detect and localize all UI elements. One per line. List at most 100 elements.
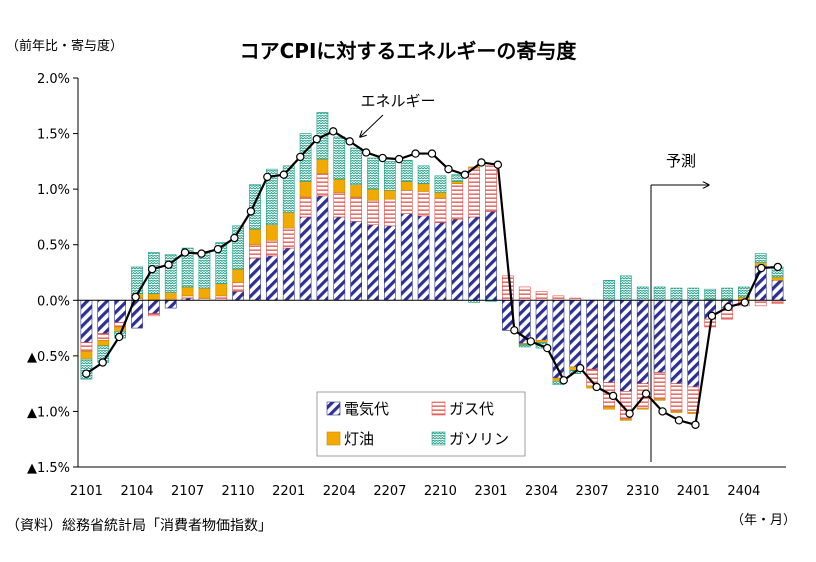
total-marker [510, 326, 519, 335]
y-tick-label: 2.0% [37, 72, 70, 87]
bar-electricity [569, 299, 582, 368]
y-axis-unit-label: （前年比・寄与度） [6, 38, 123, 54]
total-marker [98, 358, 107, 367]
bar-gasoline [367, 157, 379, 190]
bar-gasoline [215, 242, 228, 284]
x-axis-unit-label: （年・月） [731, 513, 796, 528]
bar-kerosene [299, 181, 312, 198]
x-tick-label: 2304 [525, 484, 558, 499]
x-tick-label: 2301 [474, 484, 507, 499]
bar-gasoline [653, 286, 666, 301]
bar-kerosene [333, 178, 346, 193]
bar-gas [754, 299, 767, 307]
bar-gas [316, 173, 329, 197]
bar-gasoline [350, 147, 363, 186]
bar-gas [771, 299, 784, 304]
total-marker [740, 298, 750, 307]
legend-label-electricity: 電気代 [344, 400, 389, 418]
bar-electricity [552, 299, 565, 379]
x-tick-label: 2207 [373, 484, 406, 499]
x-tick-label: 2204 [323, 484, 356, 499]
bar-gasoline [333, 136, 346, 180]
bar-kerosene [215, 283, 228, 297]
total-marker [691, 420, 700, 429]
total-marker [246, 207, 256, 216]
y-tick-label: 0.0% [37, 294, 70, 309]
bar-gas [367, 199, 379, 226]
bar-electricity [367, 224, 379, 301]
bar-gasoline [164, 254, 177, 293]
bar-gasoline [704, 288, 717, 300]
total-marker [477, 158, 486, 167]
bar-gas [400, 189, 413, 214]
bar-gasoline [147, 252, 160, 294]
bar-kerosene [350, 184, 363, 198]
bar-gas [299, 196, 312, 218]
axes-layer: 2.0% 1.5% 1.0% 0.5% 0.0% ▲0.5% ▲1.0% ▲1.5%2101 2… [27, 72, 786, 499]
bar-electricity [636, 299, 649, 384]
bar-kerosene [147, 293, 160, 301]
legend-label-gas: ガス代 [449, 400, 494, 418]
legend-swatch-kerosene [326, 431, 341, 446]
legend-frame [316, 391, 526, 457]
bar-gasoline [400, 159, 413, 182]
bar-gas [518, 286, 531, 301]
bar-kerosene [316, 158, 329, 174]
bar-gas [383, 198, 396, 227]
total-marker [658, 407, 667, 416]
bar-gasoline [249, 184, 261, 230]
bar-electricity [468, 216, 481, 301]
bar-gasoline [687, 287, 700, 301]
chart-title: コアCPIに対するエネルギーの寄与度 [240, 39, 578, 63]
bar-electricity [249, 257, 261, 301]
legend-swatch-gas [431, 401, 446, 416]
bar-kerosene [451, 181, 464, 184]
total-marker [312, 134, 321, 144]
bar-kerosene [771, 276, 784, 281]
total-marker [608, 391, 618, 401]
total-marker [114, 332, 124, 342]
bar-gasoline [518, 344, 531, 348]
x-tick-label: 2101 [70, 484, 103, 499]
bar-electricity [771, 279, 784, 301]
plot-area: 2.0% 1.5% 1.0% 0.5% 0.0% ▲0.5% ▲1.0% ▲1.5%2101 2… [27, 72, 786, 499]
x-tick-label: 2110 [222, 484, 255, 499]
total-marker [543, 343, 552, 353]
bar-electricity [619, 299, 632, 392]
total-marker [773, 262, 782, 272]
bar-electricity [687, 299, 700, 388]
total-marker [493, 160, 503, 169]
bar-kerosene [535, 339, 548, 343]
x-tick-label: 2104 [120, 484, 153, 499]
bar-gas [282, 227, 295, 249]
bar-layer [80, 112, 784, 421]
bar-gas [232, 282, 245, 292]
bar-gas [215, 295, 228, 301]
bar-electricity [265, 255, 278, 301]
bar-gas [249, 244, 261, 259]
bar-electricity [333, 216, 346, 301]
total-marker [82, 369, 91, 378]
bar-kerosene [636, 407, 649, 410]
legend: 電気代 ガス代 灯油 ガソリン [316, 391, 526, 457]
total-marker [460, 170, 470, 179]
bar-electricity [383, 225, 396, 301]
bar-electricity [485, 211, 497, 301]
bar-gas [552, 295, 565, 301]
total-marker [230, 233, 239, 243]
x-tick-label: 2310 [626, 484, 659, 499]
bar-electricity [603, 299, 615, 383]
bar-gasoline [619, 275, 632, 301]
bar-electricity [535, 299, 548, 341]
bar-kerosene [198, 287, 211, 299]
bar-gas [80, 342, 93, 352]
y-tick-label: 1.5% [37, 128, 70, 143]
bar-gas [97, 333, 110, 341]
forecast-annotation: 予測 [666, 152, 696, 170]
total-marker [625, 409, 634, 418]
total-marker [674, 416, 684, 425]
bar-kerosene [265, 224, 278, 241]
x-tick-label: 2401 [677, 484, 710, 499]
bar-kerosene [670, 411, 683, 413]
total-marker [180, 248, 190, 257]
